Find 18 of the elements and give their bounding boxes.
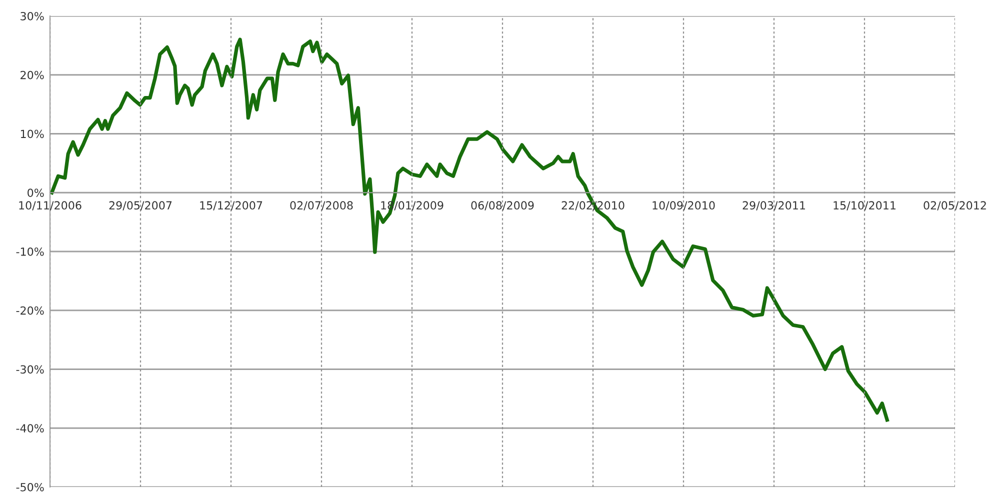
y-tick-label: -40%: [16, 424, 44, 433]
y-tick-label: -20%: [16, 306, 44, 315]
x-tick-label: 10/09/2010: [652, 201, 715, 210]
x-tick-label: 29/05/2007: [109, 201, 172, 210]
x-tick-label: 06/08/2009: [471, 201, 534, 210]
y-tick-label: -30%: [16, 365, 44, 374]
y-tick-label: 10%: [20, 130, 44, 138]
x-tick-label: 15/10/2011: [834, 201, 896, 210]
y-tick-label: -50%: [16, 482, 44, 492]
y-tick-label: 0%: [28, 188, 44, 198]
x-tick-label: 10/11/2006: [19, 201, 82, 210]
x-tick-label: 15/12/2007: [200, 201, 262, 210]
y-tick-label: 20%: [20, 70, 44, 80]
x-tick-label: 02/05/2012: [924, 201, 986, 210]
x-tick-label: 29/03/2011: [742, 201, 805, 210]
x-tick-label: 02/07/2008: [290, 201, 353, 210]
y-tick-label: -10%: [16, 247, 44, 256]
y-tick-label: 30%: [20, 12, 44, 20]
